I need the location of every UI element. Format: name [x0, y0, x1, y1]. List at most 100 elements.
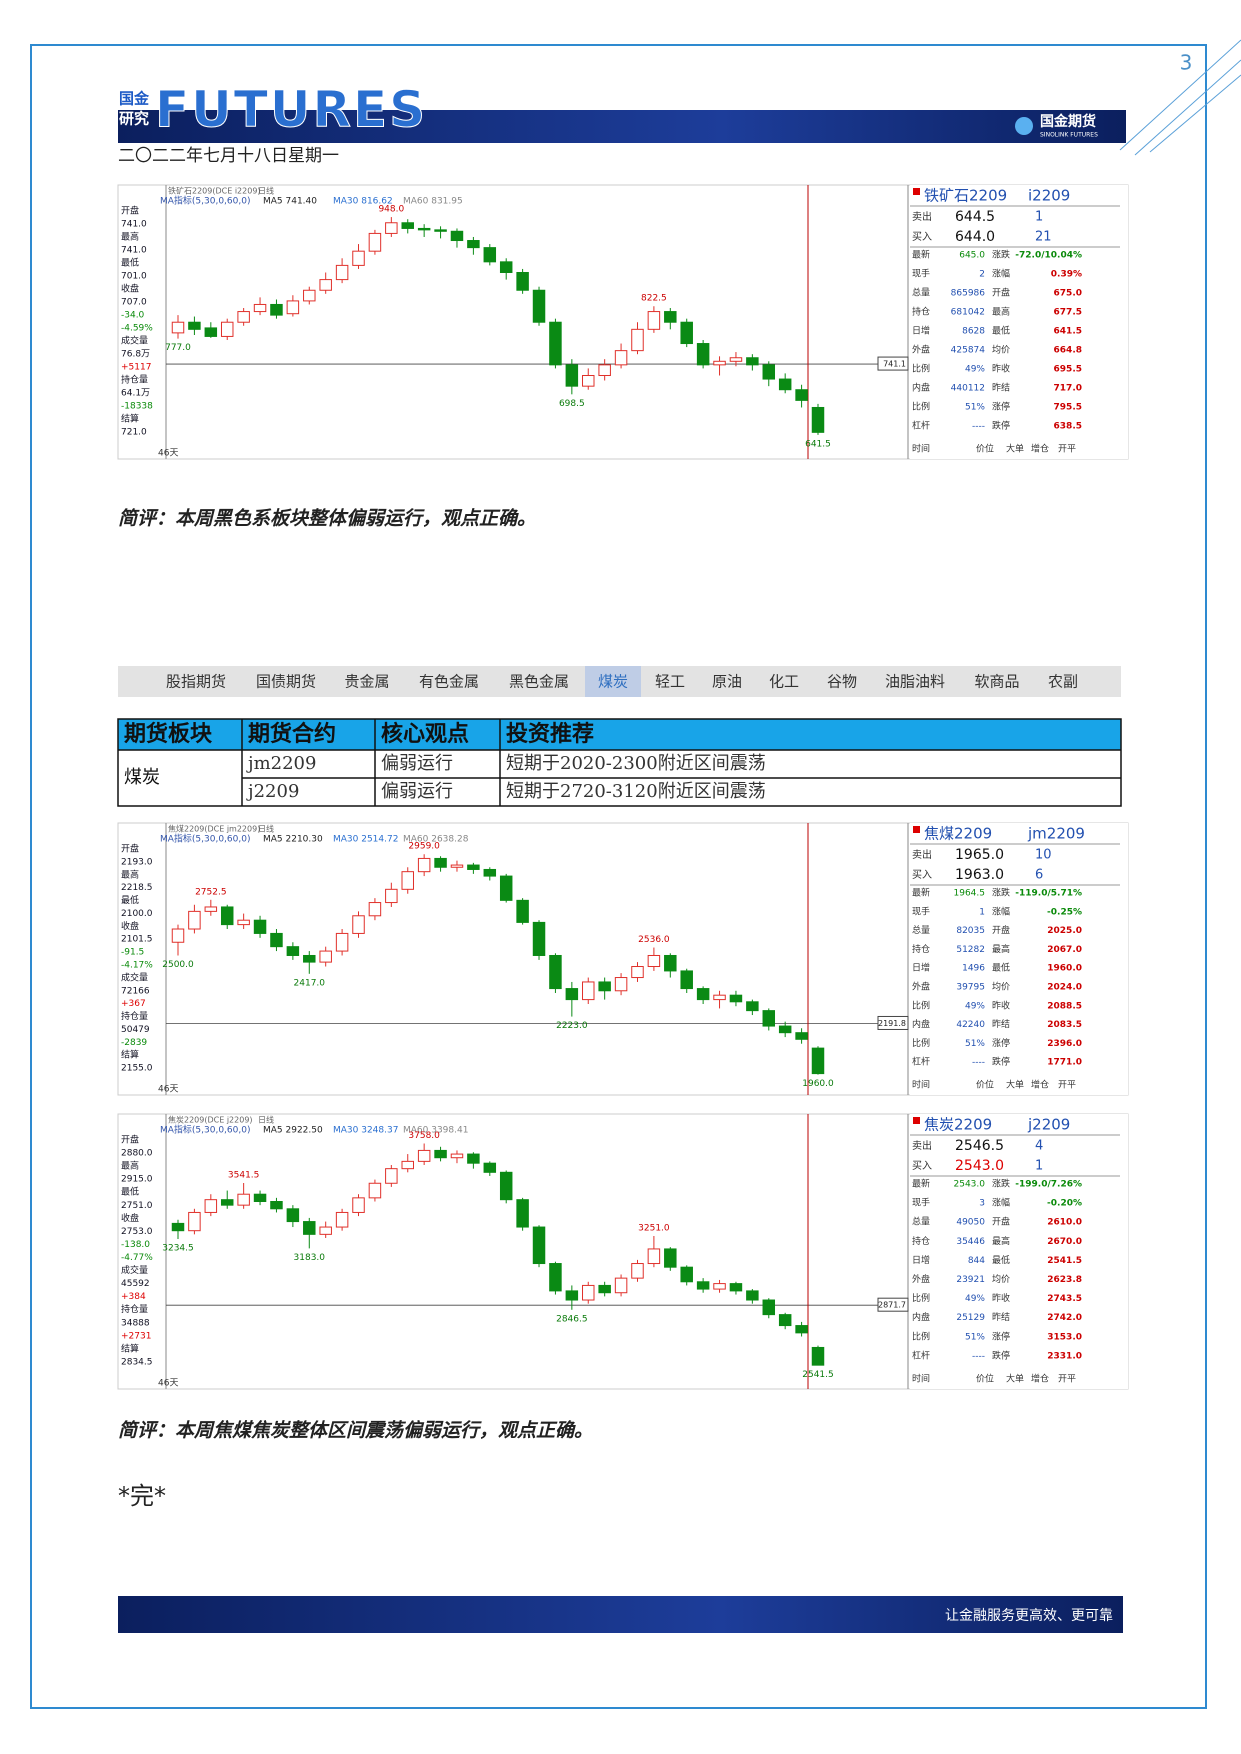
panel-cell: 内盘	[912, 382, 930, 394]
tab[interactable]: 轻工	[655, 673, 685, 691]
panel-cell: 比例	[912, 1330, 930, 1342]
panel-price: 644.5	[955, 209, 995, 225]
panel-cell: 涨跌	[992, 1179, 1010, 1190]
tab[interactable]: 黑色金属	[509, 673, 569, 691]
panel-cell: 844	[968, 1256, 985, 1266]
note: 简评：本周黑色系板块整体偏弱运行，观点正确。	[118, 508, 536, 530]
candle-body	[303, 1221, 316, 1235]
candle-body	[352, 915, 365, 934]
left-label: 最高	[121, 868, 139, 880]
panel-cell: 比例	[912, 999, 930, 1011]
panel-cell: 2088.5	[1047, 1001, 1082, 1011]
price-annotation: 2541.5	[802, 1370, 834, 1380]
candle-body	[188, 1211, 201, 1232]
tab[interactable]: 国债期货	[256, 673, 316, 691]
candle-body	[220, 906, 234, 926]
left-label: 结算	[121, 413, 139, 425]
left-label: 2100.0	[121, 909, 153, 919]
note: 简评：本周焦煤焦炭整体区间震荡偏弱运行，观点正确。	[118, 1420, 593, 1442]
chart-title: 焦炭2209(DCE j2209)	[168, 1115, 253, 1125]
ma-label: MA30 2514.72	[333, 835, 398, 845]
panel-label: 买入	[912, 869, 932, 881]
logo-bottom: 研究	[119, 110, 149, 128]
panel-bg	[910, 185, 1128, 459]
ref-label: 2871.7	[878, 1301, 906, 1310]
candle-body	[598, 981, 611, 992]
panel-label: 买入	[912, 1160, 932, 1172]
candle-body	[778, 378, 792, 391]
panel-cell: 昨结	[992, 382, 1010, 394]
candle-body	[565, 1290, 579, 1301]
panel-cell: 昨收	[992, 999, 1010, 1011]
panel-cell: 2743.5	[1047, 1294, 1082, 1304]
candle-body	[598, 364, 611, 377]
panel-cell: 总量	[912, 287, 930, 299]
price-annotation: 2500.0	[162, 960, 194, 970]
candle-body	[417, 857, 431, 873]
price-annotation: 2536.0	[638, 935, 670, 945]
panel-cell: 涨停	[992, 401, 1010, 413]
panel-cell: 跌停	[992, 420, 1010, 432]
candle-body	[335, 932, 349, 952]
left-label: 最低	[121, 1186, 139, 1198]
panel-cell: 比例	[912, 363, 930, 375]
tab[interactable]: 谷物	[827, 673, 857, 691]
panel-bg	[910, 1114, 1128, 1389]
panel-cell: 涨幅	[992, 905, 1010, 917]
tab[interactable]: 股指期货	[166, 673, 226, 691]
panel-cell: 82035	[956, 926, 985, 936]
tab[interactable]: 化工	[769, 673, 799, 691]
panel-footer: 增仓	[1031, 1373, 1049, 1385]
panel-bg	[910, 823, 1128, 1095]
tab[interactable]: 有色金属	[419, 673, 479, 691]
tab[interactable]: 软商品	[974, 673, 1019, 691]
tab[interactable]: 农副	[1048, 673, 1078, 691]
panel-cell: 664.8	[1054, 346, 1082, 356]
logo-top: 国金	[119, 90, 150, 108]
price-annotation: 2417.0	[294, 978, 326, 988]
candle-body	[762, 1010, 776, 1027]
candle-body	[664, 311, 677, 323]
days: 46天	[158, 1379, 178, 1389]
left-label: 结算	[121, 1049, 139, 1061]
panel-cell: 内盘	[912, 1018, 930, 1030]
price-annotation: 3234.5	[162, 1243, 194, 1253]
panel-price: 2546.5	[955, 1138, 1004, 1154]
chart-period: 日线	[258, 824, 274, 834]
left-label: 持仓量	[121, 374, 148, 386]
panel-code: i2209	[1028, 187, 1070, 205]
tab[interactable]: 煤炭	[598, 673, 628, 691]
panel-cell: 持仓	[912, 306, 930, 318]
candle-body	[795, 1325, 808, 1334]
left-label: 持仓量	[121, 1303, 148, 1315]
left-label: 76.8万	[121, 350, 150, 360]
left-label: 最高	[121, 1160, 139, 1172]
candle-body	[762, 1299, 776, 1316]
candle-body	[631, 328, 644, 352]
company: 国金期货	[1040, 113, 1096, 130]
panel-footer: 时间	[912, 443, 930, 455]
candle-body	[795, 1032, 808, 1040]
tab[interactable]: 贵金属	[344, 673, 389, 691]
tab[interactable]: 原油	[712, 673, 742, 691]
candle-body	[385, 222, 398, 234]
candle-body	[647, 954, 661, 968]
table-cell: 偏弱运行	[381, 781, 453, 802]
candle-body	[368, 902, 382, 917]
left-label: 72166	[121, 986, 150, 996]
candle-body	[467, 1153, 480, 1164]
tab[interactable]: 油脂油料	[885, 673, 945, 691]
panel-price: 1965.0	[955, 847, 1004, 863]
left-label: -2839	[121, 1038, 147, 1048]
panel-cell: 675.0	[1054, 289, 1082, 299]
candle-body	[778, 1025, 792, 1034]
panel-cell: 均价	[992, 981, 1010, 993]
panel-cell: 内盘	[912, 1311, 930, 1323]
panel-cell: ----	[972, 422, 985, 432]
ma-label: MA60 2638.28	[403, 835, 469, 845]
panel-cell: 均价	[992, 1273, 1010, 1285]
panel-cell: 638.5	[1054, 422, 1082, 432]
panel-cell: 39795	[956, 983, 985, 993]
panel-cell: 比例	[912, 1037, 930, 1049]
panel-cell: 涨跌	[992, 888, 1010, 899]
